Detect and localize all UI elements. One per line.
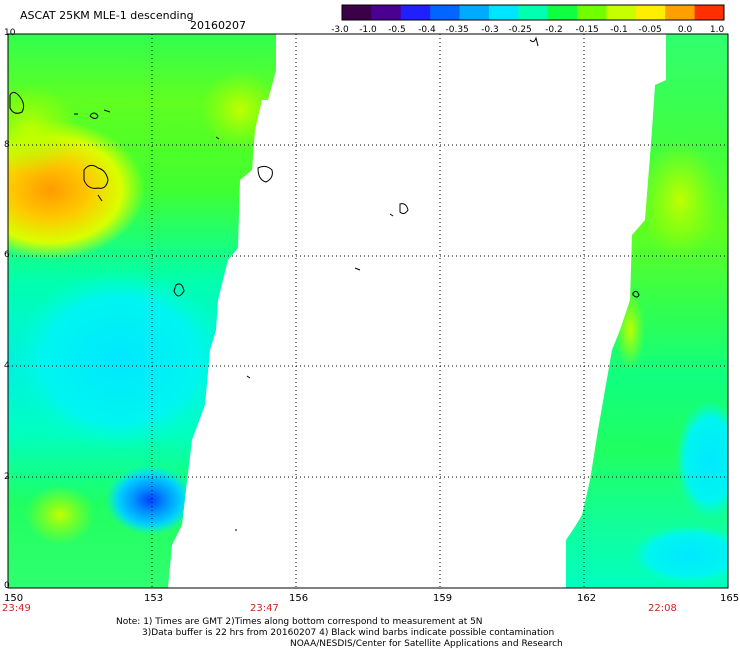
colorbar-segment — [665, 5, 696, 20]
colorbar — [341, 4, 725, 21]
coastlines — [9, 36, 640, 531]
lat-label-2: 2 — [4, 472, 10, 482]
colorbar-segment — [606, 5, 637, 20]
colorbar-tick-label: -0.05 — [638, 25, 662, 35]
colorbar-tick-label: -0.1 — [610, 25, 628, 35]
product-title: ASCAT 25KM MLE-1 descending — [20, 9, 194, 22]
lat-lon-grid — [8, 34, 728, 588]
colorbar-tick-label: -0.3 — [481, 25, 499, 35]
colorbar-tick-label: -0.5 — [388, 25, 406, 35]
note-line-1: Note: 1) Times are GMT 2)Times along bot… — [116, 617, 483, 627]
colorbar-segment — [547, 5, 578, 20]
lon-label-165: 165 — [720, 593, 740, 604]
colorbar-tick-label: -0.15 — [575, 25, 599, 35]
colorbar-segment — [635, 5, 666, 20]
lat-label-4: 4 — [4, 361, 10, 371]
colorbar-tick-label: -1.0 — [359, 25, 377, 35]
colorbar-segment — [518, 5, 549, 20]
colorbar-frame — [341, 4, 725, 21]
note-line-3: NOAA/NESDIS/Center for Satellite Applica… — [290, 639, 563, 649]
time-label-right: 22:08 — [648, 603, 677, 614]
colorbar-segment — [371, 5, 402, 20]
colorbar-segment — [430, 5, 461, 20]
colorbar-segment — [488, 5, 519, 20]
map-frame — [7, 33, 729, 589]
lat-label-8: 8 — [4, 140, 10, 150]
colorbar-tick-label: -0.35 — [445, 25, 469, 35]
lat-label-0: 0 — [4, 581, 10, 591]
colorbar-segment — [342, 5, 372, 20]
time-label-mid: 23:47 — [250, 603, 279, 614]
lon-label-153: 153 — [144, 593, 164, 604]
colorbar-tick-label: -3.0 — [331, 25, 349, 35]
lon-label-159: 159 — [433, 593, 453, 604]
note-line-2: 3)Data buffer is 22 hrs from 20160207 4)… — [142, 628, 555, 638]
colorbar-tick-label: -0.2 — [545, 25, 563, 35]
colorbar-tick-label: -0.25 — [508, 25, 532, 35]
colorbar-tick-label: -0.4 — [418, 25, 436, 35]
lon-label-156: 156 — [289, 593, 309, 604]
colorbar-segment — [694, 5, 725, 20]
colorbar-segment — [400, 5, 431, 20]
lon-label-150: 150 — [4, 593, 24, 604]
left-swath — [8, 34, 728, 588]
time-label-left: 23:49 — [2, 603, 31, 614]
product-date: 20160207 — [190, 19, 246, 32]
lat-label-10: 10 — [4, 28, 16, 38]
colorbar-tick-label: 1.0 — [709, 25, 725, 35]
lon-label-162: 162 — [577, 593, 597, 604]
colorbar-tick-label: 0.0 — [677, 25, 693, 35]
colorbar-segment — [459, 5, 490, 20]
lat-label-6: 6 — [4, 250, 10, 260]
colorbar-segment — [577, 5, 607, 20]
